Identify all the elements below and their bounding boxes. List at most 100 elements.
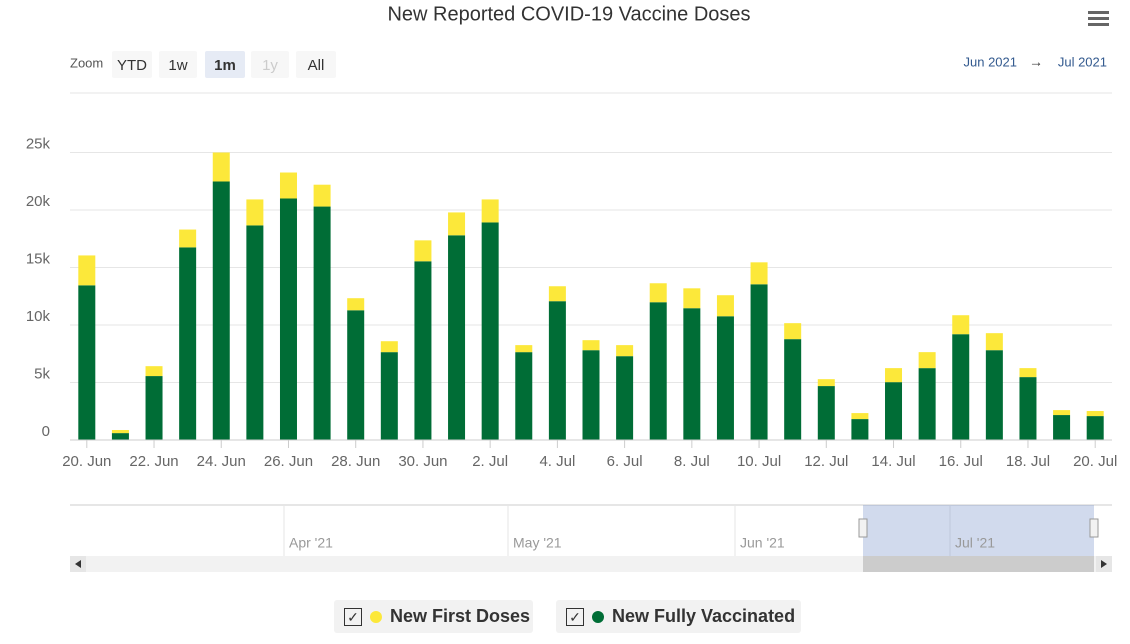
bar — [885, 382, 903, 440]
range-to: Jul 2021 — [1058, 54, 1107, 69]
legend-checkbox: ✓ — [566, 607, 584, 626]
navigator-label: May '21 — [513, 535, 562, 551]
bar — [448, 235, 466, 440]
bar — [885, 368, 903, 383]
bar — [582, 340, 600, 351]
arrow-icon — [1101, 560, 1107, 568]
bar — [1019, 368, 1037, 378]
menu-bar — [1088, 23, 1109, 26]
chart: New Reported COVID-19 Vaccine Doses Zoom… — [26, 3, 1117, 572]
chart-title: New Reported COVID-19 Vaccine Doses — [387, 3, 750, 25]
legend-symbol — [370, 610, 382, 623]
bar — [212, 152, 230, 182]
bar — [481, 199, 499, 223]
bar — [279, 198, 297, 440]
x-tick-label: 2. Jul — [472, 453, 508, 470]
x-tick-label: 18. Jul — [1006, 453, 1050, 470]
bar — [313, 206, 331, 440]
zoom-buttons: YTD 1w 1m 1y All — [112, 51, 336, 78]
bar — [548, 301, 566, 440]
bar — [716, 295, 734, 317]
zoom-button — [251, 51, 289, 78]
bar — [380, 341, 398, 353]
legend-symbol — [592, 610, 604, 623]
bar — [851, 413, 869, 420]
bar — [784, 323, 802, 340]
range-arrow: → — [1029, 54, 1043, 70]
bar — [448, 212, 466, 236]
navigator-handle[interactable] — [1089, 518, 1099, 538]
bar — [145, 376, 163, 440]
bar — [784, 339, 802, 440]
bar — [414, 240, 432, 262]
zoom-button[interactable] — [159, 51, 197, 78]
zoom-button-label: 1y — [262, 57, 278, 74]
navigator-handle[interactable] — [858, 518, 868, 538]
bar — [918, 368, 936, 440]
plot: 0 5k 10k 15k 20k 25k 20. Jun 22. Jun 24. Jun 26. … — [26, 135, 1117, 470]
bar — [985, 350, 1003, 440]
bar — [78, 285, 96, 440]
x-tick-label: 20. Jun — [62, 453, 111, 470]
bar — [347, 298, 365, 311]
x-tick-label: 12. Jul — [804, 453, 848, 470]
scrollbar-thumb[interactable] — [863, 556, 1094, 572]
zoom-label: Zoom — [70, 55, 103, 70]
legend-item[interactable]: ✓ New First Doses — [334, 600, 533, 633]
bar — [279, 172, 297, 199]
bar — [111, 433, 129, 440]
bar — [985, 333, 1003, 351]
x-tick-label: 16. Jul — [939, 453, 983, 470]
x-tick-label: 8. Jul — [674, 453, 710, 470]
navigator-label: Jul '21 — [955, 535, 995, 551]
bar — [1086, 416, 1104, 440]
zoom-button[interactable] — [296, 51, 336, 78]
y-tick-label: 15k — [26, 250, 51, 267]
bar — [145, 366, 163, 377]
bar — [616, 356, 634, 440]
bar — [548, 286, 566, 302]
bar — [1086, 411, 1104, 417]
y-tick-label: 0 — [42, 423, 50, 440]
navigator: Apr '21 May '21 Jun '21 Jul '21 — [70, 504, 1112, 572]
bar — [1053, 410, 1071, 416]
bar — [246, 199, 264, 226]
bar — [952, 334, 970, 440]
zoom-button[interactable] — [112, 51, 152, 78]
bar — [1053, 415, 1071, 440]
bar — [380, 352, 398, 440]
zoom-button-label: YTD — [117, 57, 147, 74]
bar — [683, 308, 701, 440]
menu-button[interactable] — [1088, 11, 1109, 26]
range-from: Jun 2021 — [964, 54, 1018, 69]
menu-bar — [1088, 17, 1109, 20]
bar — [313, 184, 331, 207]
y-tick-label: 20k — [26, 193, 51, 210]
x-tick-label: 10. Jul — [737, 453, 781, 470]
x-tick-label: 4. Jul — [539, 453, 575, 470]
y-tick-label: 25k — [26, 135, 51, 152]
bar — [179, 229, 197, 248]
x-tick-label: 30. Jun — [398, 453, 447, 470]
bar — [515, 345, 533, 353]
menu-bar — [1088, 11, 1109, 14]
scrollbar-track[interactable] — [70, 556, 1112, 572]
y-tick-label: 5k — [34, 365, 50, 382]
legend-item[interactable]: ✓ New Fully Vaccinated — [556, 600, 801, 633]
navigator-mask[interactable] — [863, 505, 1094, 556]
bar — [649, 283, 667, 303]
arrow-icon — [75, 560, 81, 568]
y-tick-label: 10k — [26, 308, 51, 325]
bar — [649, 302, 667, 440]
bar — [212, 181, 230, 441]
x-tick-label: 28. Jun — [331, 453, 380, 470]
navigator-label: Jun '21 — [740, 535, 785, 551]
legend-label: New Fully Vaccinated — [612, 606, 796, 626]
legend-checkbox: ✓ — [344, 607, 362, 626]
bar — [246, 225, 264, 440]
bar — [750, 262, 768, 285]
bar — [179, 247, 197, 440]
zoom-button[interactable] — [205, 51, 245, 78]
x-tick-label: 22. Jun — [129, 453, 178, 470]
